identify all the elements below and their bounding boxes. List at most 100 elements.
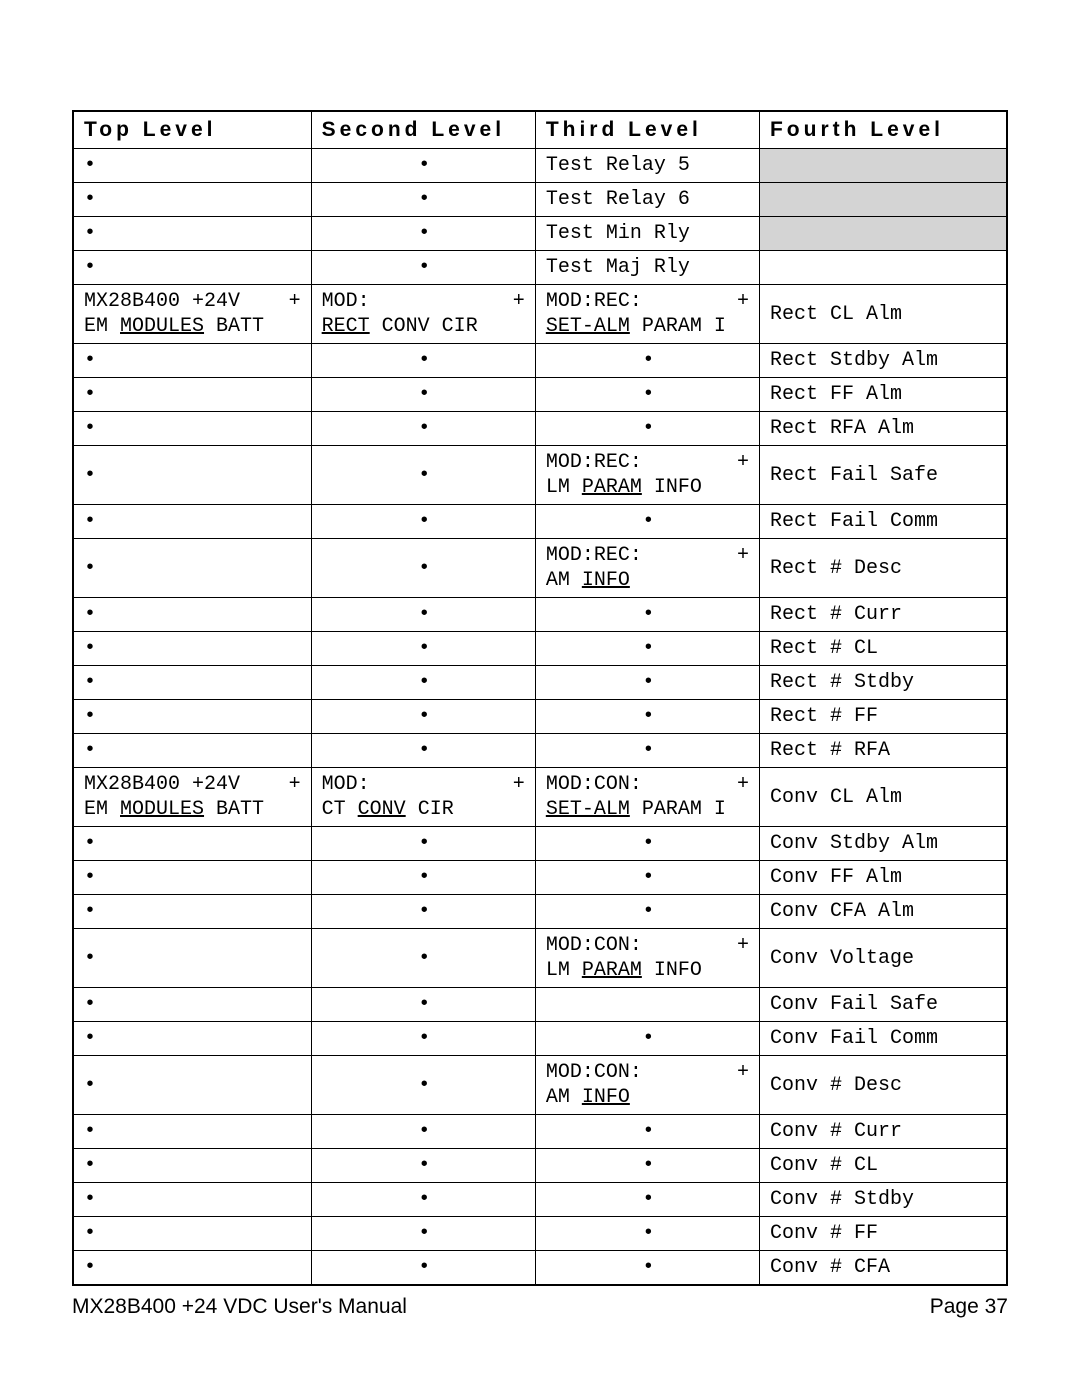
- table-cell: •: [73, 1251, 311, 1286]
- table-cell: Rect # Curr: [759, 598, 1007, 632]
- table-row: •••Rect Fail Comm: [73, 505, 1007, 539]
- table-row: •••Rect Stdby Alm: [73, 344, 1007, 378]
- table-cell: Conv Fail Safe: [759, 988, 1007, 1022]
- table-cell: •: [535, 1251, 759, 1286]
- table-cell: •: [535, 378, 759, 412]
- table-cell: Rect Fail Safe: [759, 446, 1007, 505]
- table-cell: •: [311, 895, 535, 929]
- table-cell: •: [535, 1183, 759, 1217]
- table-cell: Rect # RFA: [759, 734, 1007, 768]
- table-cell: Conv CFA Alm: [759, 895, 1007, 929]
- table-cell: MOD:CON:+LM PARAM INFO: [535, 929, 759, 988]
- table-cell: •: [535, 412, 759, 446]
- footer-page-number: Page 37: [930, 1295, 1008, 1319]
- table-cell: •: [73, 344, 311, 378]
- table-cell: MX28B400 +24V+EM MODULES BATT: [73, 768, 311, 827]
- table-row: ••Test Relay 5: [73, 149, 1007, 183]
- table-cell: •: [311, 344, 535, 378]
- table-cell: •: [311, 827, 535, 861]
- table-cell: •: [311, 1217, 535, 1251]
- table-row: •••Rect FF Alm: [73, 378, 1007, 412]
- table-row: ••MOD:CON:+AM INFOConv # Desc: [73, 1056, 1007, 1115]
- table-row: •••Conv FF Alm: [73, 861, 1007, 895]
- table-cell: •: [311, 632, 535, 666]
- table-cell: [759, 217, 1007, 251]
- table-row: ••Test Maj Rly: [73, 251, 1007, 285]
- table-cell: •: [73, 1022, 311, 1056]
- table-row: MX28B400 +24V+EM MODULES BATTMOD:+RECT C…: [73, 285, 1007, 344]
- table-row: •••Rect RFA Alm: [73, 412, 1007, 446]
- table-cell: •: [311, 183, 535, 217]
- table-cell: MOD:+RECT CONV CIR: [311, 285, 535, 344]
- table-row: •••Conv CFA Alm: [73, 895, 1007, 929]
- table-cell: Conv # Curr: [759, 1115, 1007, 1149]
- table-cell: •: [73, 1056, 311, 1115]
- table-cell: •: [535, 598, 759, 632]
- table-cell: •: [311, 217, 535, 251]
- table-cell: •: [535, 827, 759, 861]
- table-cell: •: [311, 598, 535, 632]
- table-cell: [535, 988, 759, 1022]
- table-cell: Conv # Stdby: [759, 1183, 1007, 1217]
- table-cell: •: [73, 183, 311, 217]
- table-cell: Conv Voltage: [759, 929, 1007, 988]
- table-cell: •: [311, 251, 535, 285]
- table-cell: Rect # FF: [759, 700, 1007, 734]
- table-cell: •: [311, 149, 535, 183]
- table-row: •••Rect # Stdby: [73, 666, 1007, 700]
- table-cell: Test Relay 6: [535, 183, 759, 217]
- table-row: •••Conv Fail Comm: [73, 1022, 1007, 1056]
- table-cell: Test Maj Rly: [535, 251, 759, 285]
- table-cell: Rect RFA Alm: [759, 412, 1007, 446]
- table-cell: [759, 251, 1007, 285]
- table-cell: MOD:CON:+SET-ALM PARAM I: [535, 768, 759, 827]
- table-cell: •: [311, 378, 535, 412]
- header-top-level: Top Level: [73, 111, 311, 149]
- table-cell: [759, 183, 1007, 217]
- table-cell: •: [311, 734, 535, 768]
- header-second-level: Second Level: [311, 111, 535, 149]
- table-cell: Conv CL Alm: [759, 768, 1007, 827]
- table-cell: •: [73, 505, 311, 539]
- table-cell: •: [535, 700, 759, 734]
- table-row: ••Test Min Rly: [73, 217, 1007, 251]
- table-cell: MOD:REC:+AM INFO: [535, 539, 759, 598]
- table-cell: •: [73, 598, 311, 632]
- table-cell: •: [73, 895, 311, 929]
- header-fourth-level: Fourth Level: [759, 111, 1007, 149]
- table-row: ••Conv Fail Safe: [73, 988, 1007, 1022]
- table-cell: Rect # Desc: [759, 539, 1007, 598]
- table-cell: •: [73, 988, 311, 1022]
- table-cell: •: [311, 539, 535, 598]
- table-cell: Conv # FF: [759, 1217, 1007, 1251]
- table-cell: •: [73, 1149, 311, 1183]
- table-cell: [759, 149, 1007, 183]
- table-cell: •: [73, 539, 311, 598]
- table-cell: •: [73, 861, 311, 895]
- table-cell: •: [73, 700, 311, 734]
- table-row: ••MOD:REC:+AM INFORect # Desc: [73, 539, 1007, 598]
- table-row: •••Conv # CFA: [73, 1251, 1007, 1286]
- table-cell: •: [73, 827, 311, 861]
- table-cell: Conv # CL: [759, 1149, 1007, 1183]
- table-cell: Rect Stdby Alm: [759, 344, 1007, 378]
- page-footer: MX28B400 +24 VDC User's Manual Page 37: [72, 1295, 1008, 1319]
- table-cell: Conv FF Alm: [759, 861, 1007, 895]
- table-cell: •: [311, 929, 535, 988]
- table-cell: •: [311, 505, 535, 539]
- table-cell: Rect FF Alm: [759, 378, 1007, 412]
- footer-manual-title: MX28B400 +24 VDC User's Manual: [72, 1295, 407, 1319]
- table-row: •••Conv # Stdby: [73, 1183, 1007, 1217]
- table-row: •••Conv # Curr: [73, 1115, 1007, 1149]
- table-row: ••Test Relay 6: [73, 183, 1007, 217]
- table-cell: MOD:+CT CONV CIR: [311, 768, 535, 827]
- table-cell: •: [73, 149, 311, 183]
- table-cell: •: [73, 1217, 311, 1251]
- table-cell: •: [535, 632, 759, 666]
- table-cell: •: [535, 1115, 759, 1149]
- table-cell: Conv Stdby Alm: [759, 827, 1007, 861]
- table-cell: •: [73, 412, 311, 446]
- table-row: •••Rect # Curr: [73, 598, 1007, 632]
- table-cell: •: [535, 861, 759, 895]
- table-cell: •: [311, 1149, 535, 1183]
